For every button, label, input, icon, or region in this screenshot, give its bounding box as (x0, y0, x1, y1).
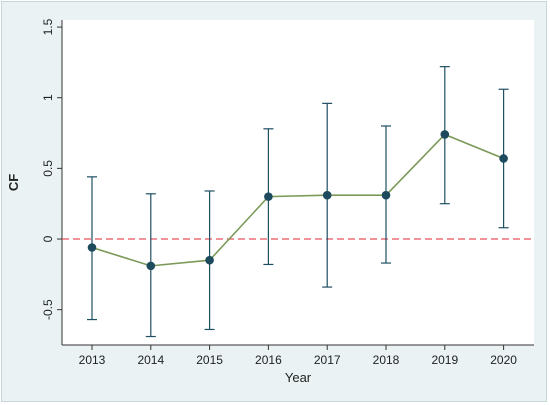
x-tick-label: 2017 (314, 353, 341, 367)
y-tick-label: 0.5 (41, 160, 55, 177)
data-point (205, 255, 214, 265)
y-tick-label: 1 (41, 94, 55, 101)
x-tick-label: 2018 (373, 353, 400, 367)
y-ticks: -0.5 0 0.5 1 1.5 (41, 18, 62, 320)
data-point (440, 130, 450, 139)
x-tick-label: 2015 (196, 353, 223, 367)
x-tick-label: 2013 (79, 353, 106, 367)
x-tick-label: 2019 (431, 353, 458, 367)
x-ticks: 2013 2014 2015 2016 2017 2018 2019 2020 (79, 345, 517, 367)
data-points (87, 130, 508, 271)
data-point (264, 192, 273, 201)
y-tick-label: 1.5 (41, 18, 55, 35)
y-tick-label: 0 (41, 235, 55, 242)
y-axis-title: CF (6, 174, 21, 191)
data-point (381, 190, 391, 200)
data-point (146, 261, 156, 271)
data-point (322, 190, 332, 200)
x-tick-label: 2016 (255, 353, 282, 367)
plot-area (62, 20, 534, 345)
y-tick-label: -0.5 (41, 299, 55, 320)
data-point (499, 154, 508, 163)
data-point (87, 243, 97, 252)
x-axis-title: Year (285, 370, 312, 385)
series-line (91, 133, 504, 267)
x-tick-label: 2020 (490, 353, 517, 367)
x-tick-label: 2014 (137, 353, 164, 367)
